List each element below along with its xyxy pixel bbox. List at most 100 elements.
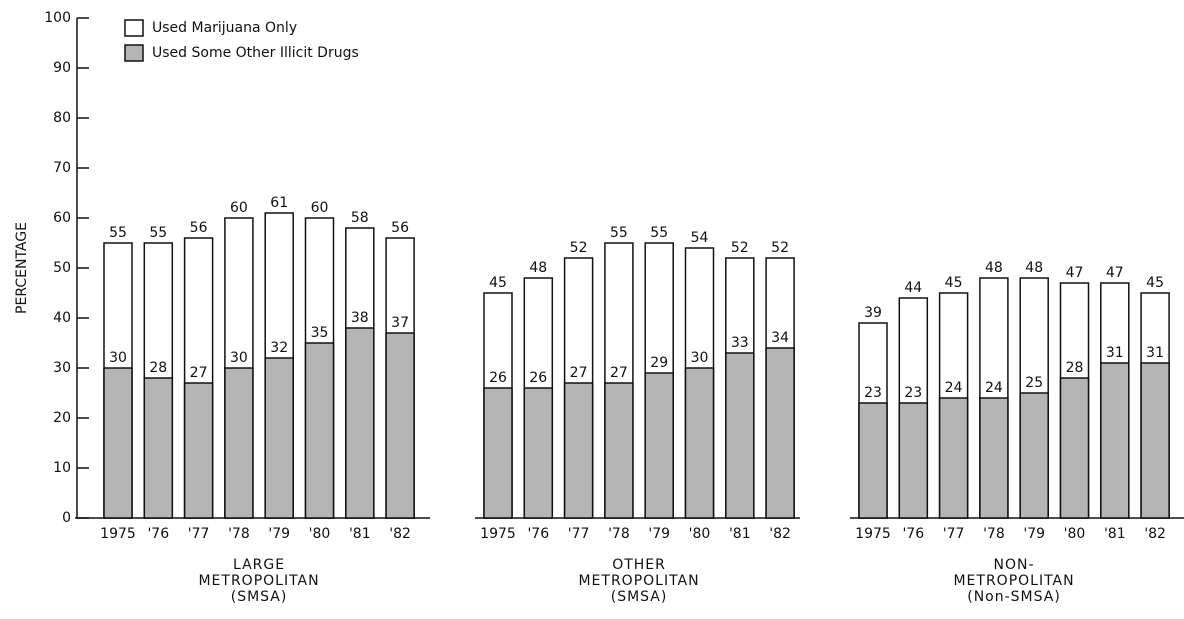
group-label: OTHER: [612, 557, 666, 573]
value-label: 55: [149, 225, 167, 241]
bar: [858, 402, 888, 519]
value-label: 60: [311, 200, 329, 216]
value-label: 58: [351, 210, 369, 226]
y-tick-label: 20: [53, 410, 71, 426]
bar: [264, 357, 294, 519]
value-label: 54: [691, 230, 709, 246]
bar: [938, 397, 969, 519]
value-label: 30: [109, 350, 127, 366]
value-label: 35: [311, 325, 329, 341]
bar: [224, 367, 254, 519]
x-tick-label: 1975: [855, 526, 891, 542]
x-tick-label: '78: [228, 526, 250, 542]
value-label: 61: [270, 195, 288, 211]
x-tick-label: '79: [648, 526, 670, 542]
x-tick-label: '82: [1144, 526, 1166, 542]
y-tick-label: 60: [53, 210, 71, 226]
value-label: 28: [149, 360, 167, 376]
bar: [1100, 362, 1130, 519]
value-label: 48: [1025, 260, 1043, 276]
value-label: 27: [570, 365, 588, 381]
y-tick-label: 30: [53, 360, 71, 376]
bar: [304, 342, 335, 519]
x-tick-label: '80: [689, 526, 711, 542]
group-label: (SMSA): [611, 589, 668, 605]
y-tick-label: 50: [53, 260, 71, 276]
value-label: 34: [771, 330, 789, 346]
bar: [684, 367, 715, 519]
x-tick-label: '79: [268, 526, 290, 542]
y-tick-label: 70: [53, 160, 71, 176]
group-label: NON-: [994, 557, 1035, 573]
x-tick-label: '78: [608, 526, 630, 542]
value-label: 27: [610, 365, 628, 381]
value-label: 52: [731, 240, 749, 256]
value-label: 27: [190, 365, 208, 381]
value-label: 30: [230, 350, 248, 366]
group-label: METROPOLITAN: [953, 573, 1074, 589]
y-tick-label: 80: [53, 110, 71, 126]
group-label: (SMSA): [231, 589, 288, 605]
value-label: 24: [985, 380, 1003, 396]
x-tick-label: '77: [568, 526, 590, 542]
bar: [103, 367, 133, 519]
value-label: 45: [489, 275, 507, 291]
bar: [765, 347, 795, 519]
group-label: (Non-SMSA): [967, 589, 1061, 605]
value-label: 29: [650, 355, 668, 371]
x-tick-label: '82: [389, 526, 411, 542]
bar: [1140, 362, 1170, 519]
bar: [345, 327, 375, 519]
x-tick-label: '81: [1104, 526, 1126, 542]
bar: [385, 332, 415, 519]
value-label: 56: [190, 220, 208, 236]
legend-swatch: [124, 44, 144, 62]
x-tick-label: '79: [1023, 526, 1045, 542]
x-tick-label: '76: [902, 526, 924, 542]
value-label: 47: [1066, 265, 1084, 281]
value-label: 48: [985, 260, 1003, 276]
x-tick-label: '76: [147, 526, 169, 542]
value-label: 31: [1106, 345, 1124, 361]
bar: [979, 397, 1009, 519]
value-label: 44: [904, 280, 922, 296]
x-tick-label: '77: [188, 526, 210, 542]
value-label: 45: [945, 275, 963, 291]
legend-label: Used Some Other Illicit Drugs: [152, 45, 359, 61]
value-label: 31: [1146, 345, 1164, 361]
value-label: 24: [945, 380, 963, 396]
value-label: 26: [529, 370, 547, 386]
y-tick-label: 40: [53, 310, 71, 326]
value-label: 23: [864, 385, 882, 401]
bar: [1059, 377, 1090, 519]
value-label: 37: [391, 315, 409, 331]
y-axis-label: PERCENTAGE: [14, 222, 30, 314]
y-tick-label: 90: [53, 60, 71, 76]
value-label: 56: [391, 220, 409, 236]
value-label: 32: [270, 340, 288, 356]
value-label: 28: [1066, 360, 1084, 376]
legend-swatch: [124, 19, 144, 37]
value-label: 38: [351, 310, 369, 326]
bar: [898, 402, 929, 519]
bar: [725, 352, 755, 519]
x-tick-label: '76: [527, 526, 549, 542]
x-tick-label: '81: [349, 526, 371, 542]
bar: [183, 382, 214, 519]
bar: [604, 382, 634, 519]
value-label: 55: [109, 225, 127, 241]
bar: [1019, 392, 1049, 519]
bar: [644, 372, 674, 519]
value-label: 60: [230, 200, 248, 216]
y-tick-label: 100: [44, 10, 71, 26]
group-label: LARGE: [233, 557, 285, 573]
value-label: 39: [864, 305, 882, 321]
bar: [563, 382, 594, 519]
x-tick-label: '80: [1064, 526, 1086, 542]
x-tick-label: 1975: [100, 526, 136, 542]
value-label: 47: [1106, 265, 1124, 281]
bar: [143, 377, 174, 519]
value-label: 45: [1146, 275, 1164, 291]
group-label: METROPOLITAN: [198, 573, 319, 589]
